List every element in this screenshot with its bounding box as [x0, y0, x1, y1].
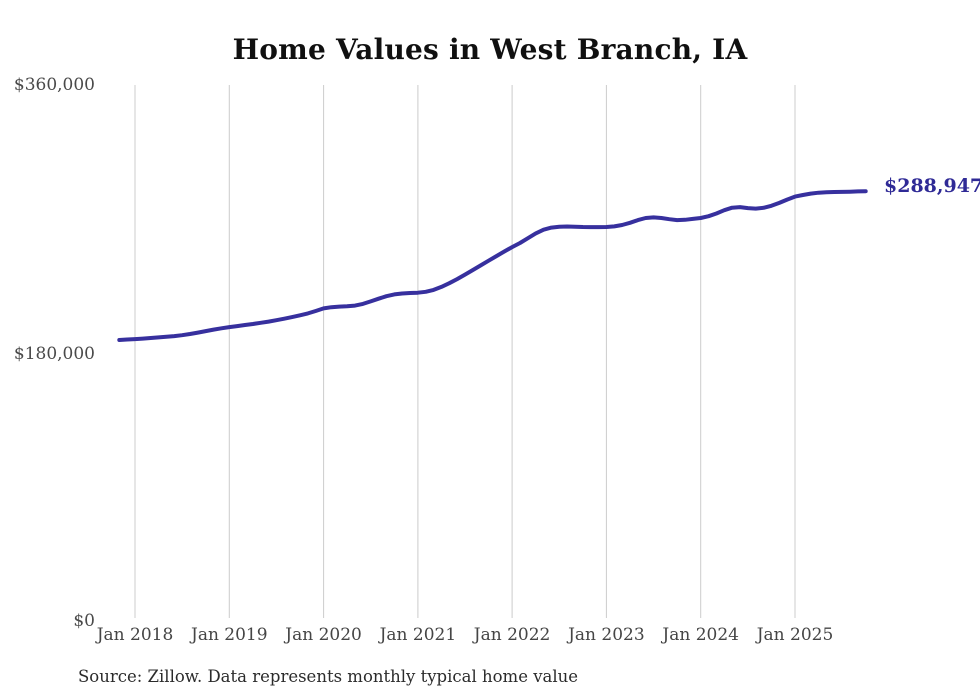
x-axis-tick-label: Jan 2019 — [191, 625, 268, 645]
chart-title: Home Values in West Branch, IA — [232, 33, 748, 66]
x-axis-tick-label: Jan 2018 — [96, 625, 174, 645]
home-value-line — [117, 189, 868, 342]
source-note: Source: Zillow. Data represents monthly … — [78, 667, 579, 686]
y-axis-tick-label: $0 — [73, 611, 95, 631]
x-axis-tick-label: Jan 2022 — [473, 625, 551, 645]
y-axis-tick-label: $360,000 — [13, 75, 95, 95]
x-axis-tick-label: Jan 2023 — [568, 625, 645, 645]
x-axis-tick-label: Jan 2021 — [379, 625, 457, 645]
y-axis-tick-label: $180,000 — [13, 344, 95, 364]
x-axis-tick-label: Jan 2020 — [285, 625, 362, 645]
x-axis-tick-label: Jan 2024 — [662, 625, 739, 645]
latest-value-label: $288,947 — [884, 175, 980, 197]
x-axis-tick-label: Jan 2025 — [756, 625, 834, 645]
